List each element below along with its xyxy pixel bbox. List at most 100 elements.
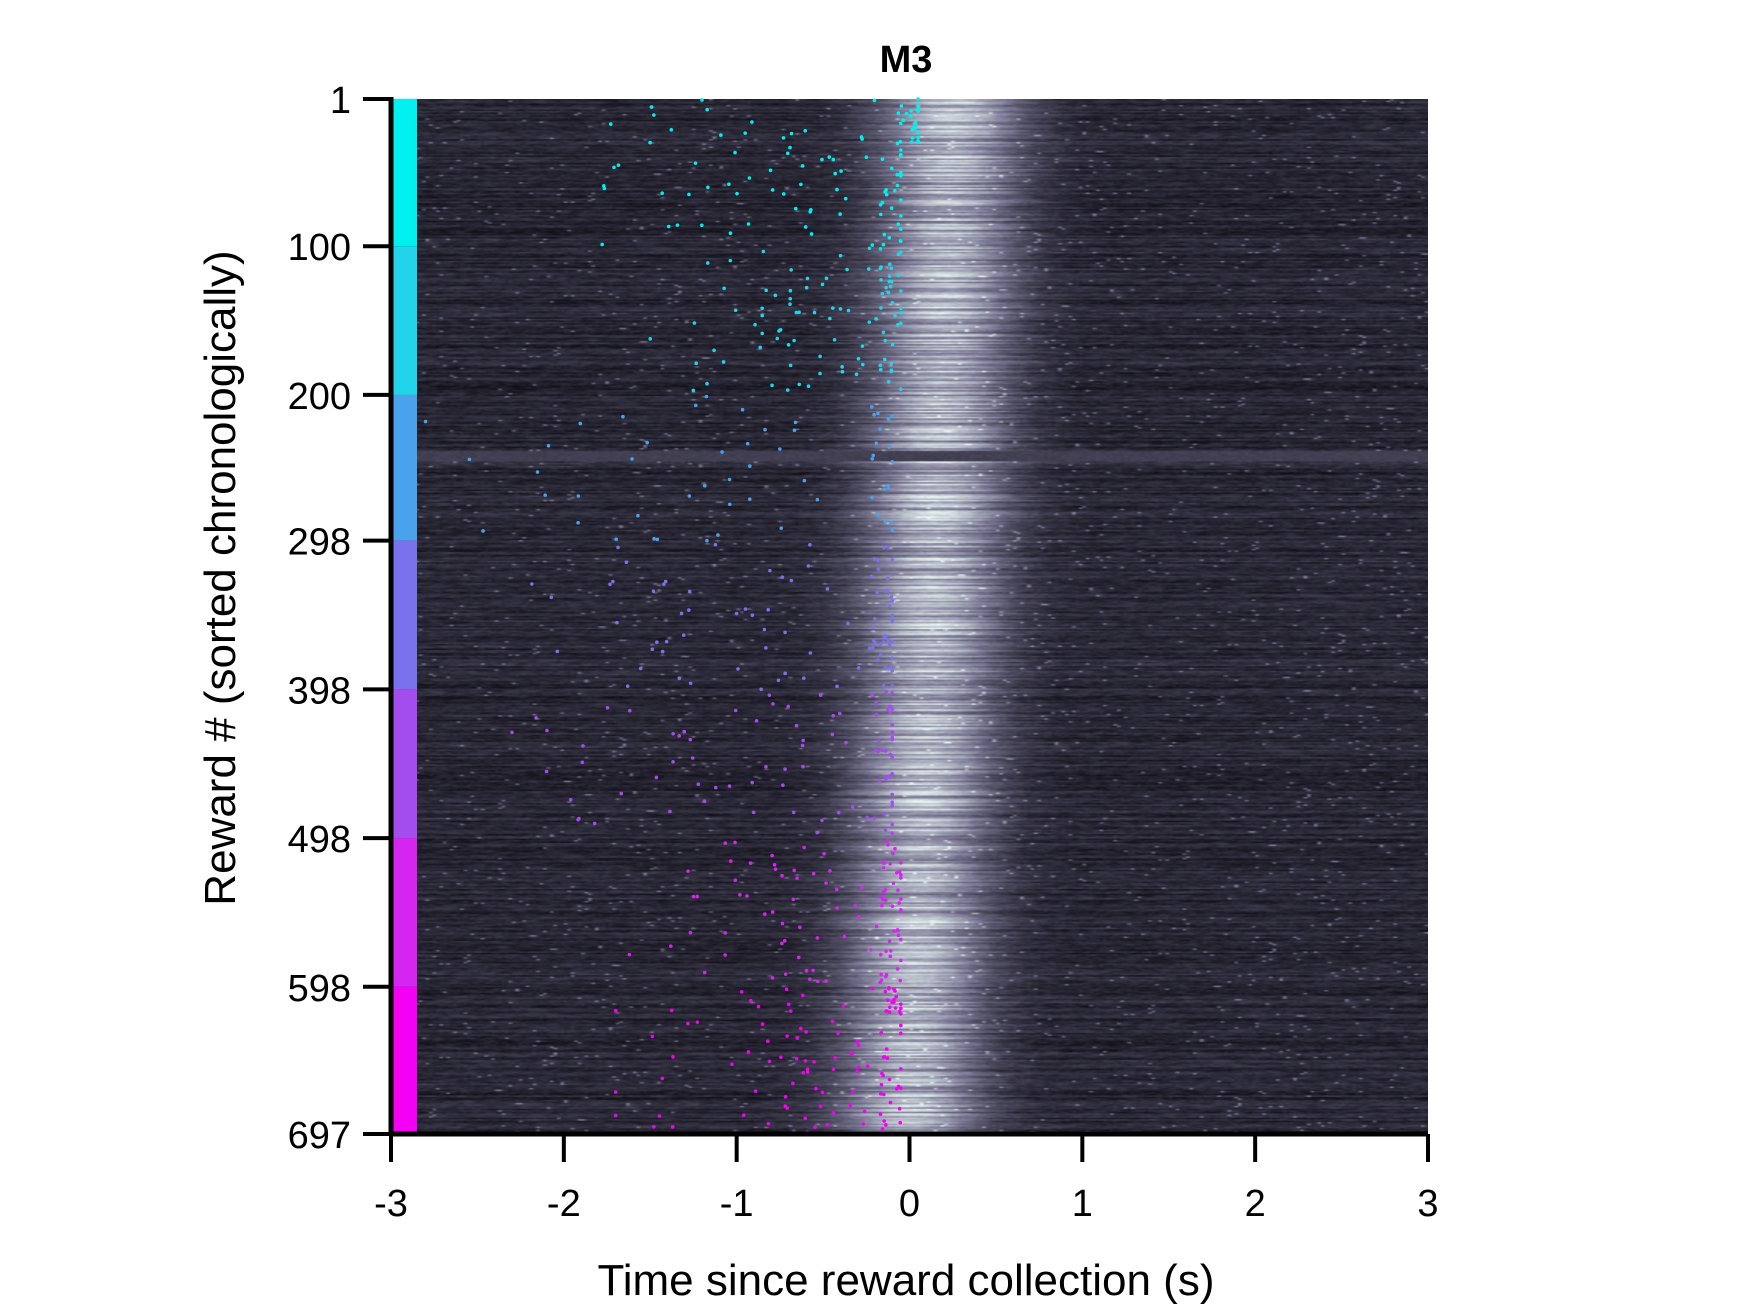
event-marker xyxy=(760,331,765,336)
event-marker xyxy=(916,97,920,101)
event-marker xyxy=(763,912,767,916)
event-marker xyxy=(890,822,895,827)
event-marker xyxy=(687,494,692,498)
event-marker xyxy=(738,892,742,897)
event-marker xyxy=(892,929,896,933)
event-marker xyxy=(911,126,916,130)
event-marker xyxy=(884,689,889,694)
event-marker xyxy=(881,330,886,335)
event-marker xyxy=(669,1008,674,1013)
event-marker xyxy=(693,161,698,165)
event-marker xyxy=(901,118,905,122)
event-marker xyxy=(723,841,728,846)
event-marker xyxy=(887,1077,892,1082)
event-marker xyxy=(783,671,787,676)
event-marker xyxy=(655,537,660,542)
event-marker xyxy=(899,872,903,877)
event-marker xyxy=(899,958,903,963)
event-marker xyxy=(887,986,891,990)
event-marker xyxy=(874,924,879,929)
event-marker xyxy=(893,1006,898,1010)
event-marker xyxy=(890,831,895,836)
event-marker xyxy=(878,427,882,431)
event-marker xyxy=(899,153,903,158)
event-marker xyxy=(788,288,793,293)
event-marker xyxy=(888,665,893,670)
event-marker xyxy=(883,338,888,343)
event-marker xyxy=(851,1090,855,1094)
event-marker xyxy=(784,987,789,992)
event-marker xyxy=(892,987,896,991)
event-marker xyxy=(910,140,914,144)
event-marker xyxy=(896,322,900,327)
event-marker xyxy=(630,457,634,461)
event-marker xyxy=(691,388,696,393)
event-marker xyxy=(855,1040,860,1044)
event-marker xyxy=(896,1084,901,1089)
event-marker xyxy=(878,1092,883,1096)
event-marker xyxy=(887,445,892,449)
event-marker xyxy=(884,192,889,197)
event-marker xyxy=(645,440,650,445)
event-marker xyxy=(904,111,909,116)
event-marker xyxy=(789,578,794,583)
x-tick-label: 1 xyxy=(1072,1183,1093,1225)
event-marker xyxy=(870,495,874,500)
event-marker xyxy=(627,708,632,713)
event-marker xyxy=(890,557,895,562)
event-marker xyxy=(801,1070,806,1075)
event-marker xyxy=(889,266,894,271)
event-marker xyxy=(592,821,597,826)
event-marker xyxy=(625,684,630,688)
event-marker xyxy=(801,738,805,743)
event-marker xyxy=(788,1009,793,1013)
event-marker xyxy=(885,839,889,843)
event-marker xyxy=(824,979,828,983)
event-marker xyxy=(716,533,720,537)
event-marker xyxy=(796,955,801,960)
event-marker xyxy=(883,989,888,994)
event-marker xyxy=(888,954,893,959)
colorbar-block-5 xyxy=(391,689,417,839)
y-tick-label: 398 xyxy=(288,670,351,712)
event-marker xyxy=(888,284,893,289)
colorbar-block-1 xyxy=(391,99,417,247)
event-marker xyxy=(650,1034,655,1039)
event-marker xyxy=(899,1031,903,1036)
event-marker xyxy=(808,543,812,547)
event-marker xyxy=(856,914,861,919)
event-marker xyxy=(898,140,903,144)
event-marker xyxy=(856,1043,861,1048)
event-marker xyxy=(576,817,580,822)
x-tick-label: 2 xyxy=(1245,1183,1266,1225)
event-marker xyxy=(704,394,709,399)
event-marker xyxy=(747,176,752,180)
event-marker xyxy=(898,1120,903,1125)
event-marker xyxy=(838,253,843,258)
event-marker xyxy=(874,701,878,705)
event-marker xyxy=(856,666,861,670)
event-marker xyxy=(876,411,880,416)
event-marker xyxy=(880,291,885,296)
event-marker xyxy=(820,818,824,823)
event-marker xyxy=(652,113,656,117)
x-axis-label: Time since reward collection (s) xyxy=(598,1256,1215,1305)
event-marker xyxy=(883,749,888,753)
event-marker xyxy=(778,328,783,332)
event-marker xyxy=(828,869,832,873)
event-marker xyxy=(815,979,820,984)
event-marker xyxy=(662,582,666,586)
event-marker xyxy=(885,576,890,581)
event-marker xyxy=(882,861,886,865)
event-marker xyxy=(899,1067,903,1071)
event-marker xyxy=(878,266,883,271)
event-marker xyxy=(896,111,901,115)
event-marker xyxy=(890,771,895,776)
event-marker xyxy=(691,894,696,899)
event-marker xyxy=(874,441,879,445)
event-marker xyxy=(799,182,803,187)
event-marker xyxy=(705,381,709,386)
event-marker xyxy=(764,646,768,650)
event-marker xyxy=(882,487,887,491)
event-marker xyxy=(865,815,869,820)
